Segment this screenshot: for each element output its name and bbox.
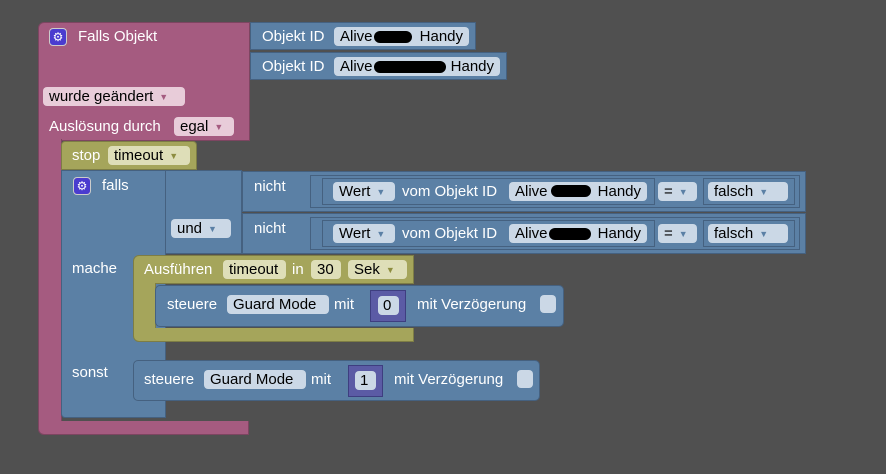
change-value: wurde geändert <box>49 88 154 105</box>
gear-icon[interactable]: ⚙ <box>73 177 91 195</box>
redaction <box>551 185 591 197</box>
else-label: sonst <box>72 364 108 381</box>
boolean-value: falsch <box>714 225 754 242</box>
operator-dropdown[interactable]: = ▼ <box>658 224 697 243</box>
object-id-start: Alive <box>340 28 373 45</box>
control-label: steuere <box>144 371 195 388</box>
number-value: 1 <box>360 372 369 389</box>
timeout-unit-dropdown[interactable]: Sek ▼ <box>348 260 407 279</box>
control-block-2[interactable] <box>133 360 540 401</box>
control-target-field[interactable]: Guard Mode <box>204 370 306 389</box>
in-label: in <box>292 261 304 278</box>
timeout-block-bottom <box>133 328 414 342</box>
dropdown-arrow-icon: ▼ <box>376 228 386 239</box>
redaction <box>549 228 591 240</box>
control-target-field[interactable]: Guard Mode <box>227 295 329 314</box>
do-label: mache <box>72 260 118 277</box>
condition-area <box>165 170 242 254</box>
not-label: nicht <box>254 178 286 195</box>
trigger-title: Falls Objekt <box>78 28 158 45</box>
object-id-end: Handy <box>597 183 641 200</box>
delay-checkbox[interactable] <box>540 295 556 313</box>
object-id-field[interactable]: Alive Handy <box>509 182 647 201</box>
timeout-name-value: timeout <box>229 261 279 278</box>
dropdown-arrow-icon: ▼ <box>169 150 179 161</box>
delay-label: mit Verzögerung <box>394 371 504 388</box>
object-id-end: Handy <box>597 225 641 242</box>
dropdown-arrow-icon: ▼ <box>214 121 224 132</box>
timeout-block-arm <box>133 283 156 329</box>
property-value: Wert <box>339 225 371 242</box>
dropdown-arrow-icon: ▼ <box>759 186 769 197</box>
trigger-block-bottom <box>38 421 249 435</box>
of-object-label: vom Objekt ID <box>402 183 498 200</box>
operator-value: = <box>664 183 673 200</box>
operator-value: = <box>664 225 673 242</box>
delay-checkbox[interactable] <box>517 370 533 388</box>
number-value: 0 <box>383 297 392 314</box>
dropdown-arrow-icon: ▼ <box>385 264 395 275</box>
trigger-by-dropdown[interactable]: egal ▼ <box>174 117 234 136</box>
dropdown-arrow-icon: ▼ <box>678 228 688 239</box>
object-id-start: Alive <box>515 183 548 200</box>
boolean-dropdown[interactable]: falsch ▼ <box>708 182 788 201</box>
trigger-block-arm <box>38 139 62 429</box>
object-id-label: Objekt ID <box>262 58 325 75</box>
redaction <box>374 61 446 73</box>
trigger-by-label: Auslösung durch <box>49 118 161 135</box>
object-id-field[interactable]: Alive Handy <box>334 27 469 46</box>
timeout-value: 30 <box>317 261 334 278</box>
not-label: nicht <box>254 220 286 237</box>
object-id-label: Objekt ID <box>262 28 325 45</box>
object-id-field[interactable]: Alive Handy <box>334 57 500 76</box>
stop-timer-value: timeout <box>114 147 164 164</box>
stop-label: stop <box>72 147 101 164</box>
boolean-value: falsch <box>714 183 754 200</box>
property-dropdown[interactable]: Wert ▼ <box>333 182 395 201</box>
delay-label: mit Verzögerung <box>417 296 527 313</box>
number-field[interactable]: 1 <box>355 371 376 390</box>
object-id-end: Handy <box>419 28 463 45</box>
boolean-dropdown[interactable]: falsch ▼ <box>708 224 788 243</box>
of-object-label: vom Objekt ID <box>402 225 498 242</box>
stop-timer-dropdown[interactable]: timeout ▼ <box>108 146 190 165</box>
timeout-name-field[interactable]: timeout <box>223 260 286 279</box>
if-label: falls <box>102 177 129 194</box>
object-id-start: Alive <box>515 225 548 242</box>
change-dropdown[interactable]: wurde geändert ▼ <box>43 87 185 106</box>
number-field[interactable]: 0 <box>378 296 399 315</box>
and-dropdown[interactable]: und ▼ <box>171 219 231 238</box>
dropdown-arrow-icon: ▼ <box>759 228 769 239</box>
dropdown-arrow-icon: ▼ <box>208 223 217 234</box>
dropdown-arrow-icon: ▼ <box>159 91 169 102</box>
object-id-field[interactable]: Alive Handy <box>509 224 647 243</box>
object-id-end: Handy <box>450 58 494 75</box>
property-value: Wert <box>339 183 371 200</box>
dropdown-arrow-icon: ▼ <box>376 186 386 197</box>
object-id-start: Alive <box>340 58 373 75</box>
with-label: mit <box>334 296 354 313</box>
redaction <box>374 31 412 43</box>
timeout-value-field[interactable]: 30 <box>311 260 341 279</box>
timeout-unit-value: Sek <box>354 261 380 278</box>
dropdown-arrow-icon: ▼ <box>678 186 688 197</box>
control-block-1[interactable] <box>155 285 564 327</box>
control-target-value: Guard Mode <box>210 371 294 388</box>
gear-icon[interactable]: ⚙ <box>49 28 67 46</box>
property-dropdown[interactable]: Wert ▼ <box>333 224 395 243</box>
control-label: steuere <box>167 296 218 313</box>
trigger-by-value: egal <box>180 118 209 135</box>
operator-dropdown[interactable]: = ▼ <box>658 182 697 201</box>
and-value: und <box>177 220 203 237</box>
timeout-label: Ausführen <box>144 261 213 278</box>
with-label: mit <box>311 371 331 388</box>
control-target-value: Guard Mode <box>233 296 317 313</box>
